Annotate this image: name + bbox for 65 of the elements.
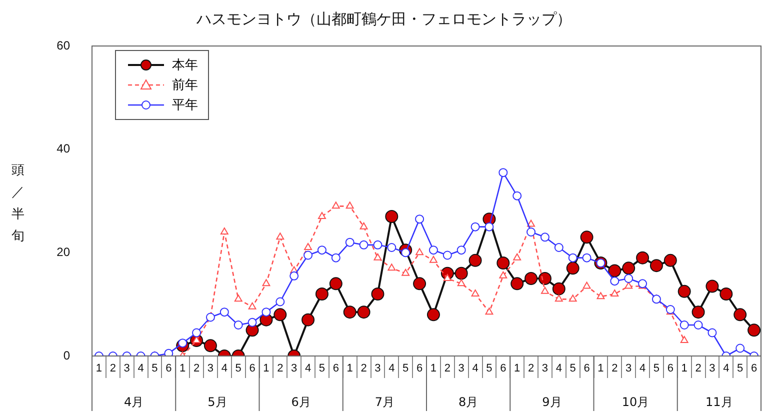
text: 6月 bbox=[291, 394, 311, 411]
x-tick-label: 4 bbox=[304, 362, 312, 375]
x-tick-label: 4 bbox=[723, 362, 730, 375]
x-tick-label: 2 bbox=[528, 362, 534, 375]
y-tick-label: 20 bbox=[56, 244, 70, 259]
x-tick-label: 3 bbox=[207, 362, 214, 375]
x-tick-label: 5 bbox=[737, 362, 744, 375]
x-tick-label: 5 bbox=[235, 362, 242, 375]
x-tick-label: 1 bbox=[514, 362, 520, 375]
x-tick-label: 4 bbox=[472, 362, 478, 375]
x-tick-label: 1 bbox=[598, 362, 604, 375]
x-tick-label: 3 bbox=[458, 362, 464, 375]
x-tick-label: 3 bbox=[124, 362, 130, 375]
x-tick-label: 6 bbox=[249, 362, 256, 375]
y-tick-label: 40 bbox=[56, 142, 70, 156]
x-tick-label: 5 bbox=[486, 362, 492, 375]
x-tick-label: 4 bbox=[138, 362, 144, 375]
x-tick-label: 1 bbox=[430, 362, 437, 375]
x-tick-label: 6 bbox=[667, 362, 674, 375]
x-tick-label: 5 bbox=[402, 362, 409, 375]
x-tick-label: 5 bbox=[152, 362, 158, 375]
x-tick-label: 2 bbox=[444, 362, 450, 375]
x-tick-label: 6 bbox=[500, 362, 506, 375]
x-tick-label: 5 bbox=[653, 362, 660, 375]
x-tick-label: 3 bbox=[709, 362, 716, 375]
x-tick-label: 6 bbox=[750, 362, 758, 375]
x-tick-label: 1 bbox=[346, 362, 353, 375]
x-tick-label: 3 bbox=[542, 362, 548, 375]
x-tick-label: 5 bbox=[570, 362, 576, 375]
x-tick-label: 4 bbox=[639, 362, 646, 375]
x-tick-label: 2 bbox=[277, 362, 284, 375]
x-tick-label: 5 bbox=[318, 362, 326, 375]
x-tick-label: 1 bbox=[96, 362, 102, 375]
x-tick-label: 6 bbox=[166, 362, 172, 375]
text: 9月 bbox=[542, 394, 562, 411]
x-tick-label: 2 bbox=[360, 362, 367, 375]
text: 4月 bbox=[124, 394, 144, 411]
x-tick-label: 4 bbox=[556, 362, 562, 375]
x-tick-label: 2 bbox=[612, 362, 618, 375]
x-tick-label: 2 bbox=[193, 362, 200, 375]
x-tick-label: 3 bbox=[374, 362, 381, 375]
text: 11月 bbox=[706, 394, 733, 411]
x-tick-label: 2 bbox=[110, 362, 116, 375]
y-axis-title: 頭／半旬 bbox=[11, 162, 25, 246]
x-tick-label: 6 bbox=[416, 362, 423, 375]
x-tick-label: 3 bbox=[626, 362, 632, 375]
x-tick-label: 6 bbox=[332, 362, 339, 375]
x-tick-label: 1 bbox=[180, 362, 186, 375]
x-tick-label: 1 bbox=[263, 362, 270, 375]
y-tick-label: 60 bbox=[56, 38, 70, 52]
legend-label: 本年 bbox=[172, 57, 198, 74]
legend-label: 前年 bbox=[172, 77, 198, 94]
text: 5月 bbox=[208, 394, 228, 411]
x-tick-label: 2 bbox=[695, 362, 702, 375]
chart-title: ハスモンヨトウ（山都町鶴ケ田・フェロモントラップ） bbox=[196, 10, 572, 29]
x-tick-label: 4 bbox=[221, 362, 228, 375]
x-tick-label: 1 bbox=[681, 362, 688, 375]
y-tick-label: 0 bbox=[63, 348, 70, 362]
x-tick-label: 6 bbox=[584, 362, 590, 375]
x-tick-label: 3 bbox=[291, 362, 298, 375]
legend-label: 平年 bbox=[172, 97, 198, 114]
text: 8月 bbox=[458, 394, 478, 411]
text: 10月 bbox=[622, 394, 650, 411]
x-tick-label: 4 bbox=[388, 362, 395, 375]
text: 7月 bbox=[374, 394, 395, 411]
